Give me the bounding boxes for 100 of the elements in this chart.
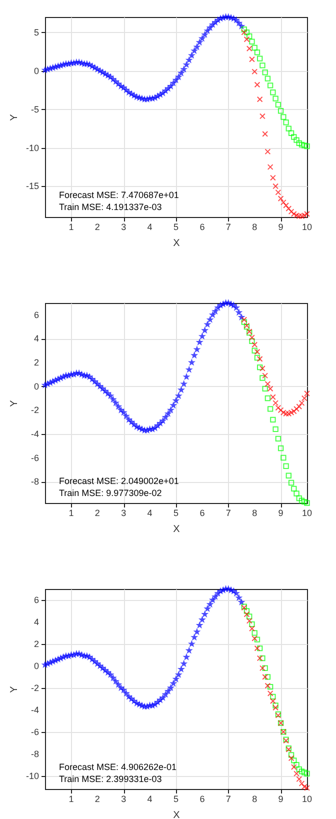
point	[286, 126, 292, 132]
x-tick-label: 7	[226, 508, 231, 518]
x-tick-label: 1	[68, 222, 74, 232]
point	[286, 472, 292, 478]
point	[260, 665, 266, 672]
point	[298, 768, 305, 774]
point	[267, 164, 274, 170]
y-tick-label: 2	[34, 638, 39, 649]
y-tick-label: -4	[30, 704, 39, 715]
y-tick-label: 0	[34, 381, 39, 392]
x-tick-label: 4	[147, 222, 152, 232]
point	[256, 364, 263, 370]
point	[288, 208, 294, 215]
point	[296, 404, 302, 410]
point	[270, 694, 276, 700]
point	[246, 614, 252, 620]
point	[298, 780, 305, 786]
x-tick-label: 8	[252, 222, 258, 232]
y-tick-label: 6	[34, 594, 39, 605]
point	[304, 143, 310, 150]
point	[260, 113, 266, 120]
y-tick-label: 5	[34, 27, 39, 38]
y-tick-label: -6	[30, 726, 39, 737]
x-tick-label: 8	[252, 508, 258, 518]
annotation: Forecast MSE: 7.470687e+01	[59, 190, 179, 200]
point	[275, 189, 282, 196]
point	[302, 770, 308, 776]
point	[256, 96, 263, 102]
point	[270, 90, 276, 96]
point	[252, 342, 258, 348]
y-tick-label: -2	[30, 405, 39, 416]
point	[254, 645, 260, 652]
point	[296, 776, 302, 782]
point	[283, 463, 289, 469]
point	[302, 142, 308, 148]
x-tick-label: 10	[302, 794, 312, 804]
point	[244, 30, 250, 36]
point	[254, 348, 260, 355]
y-tick-label: -15	[26, 181, 39, 192]
point	[283, 120, 289, 126]
point	[272, 704, 279, 711]
point	[260, 655, 266, 662]
point	[298, 400, 305, 406]
point	[264, 682, 271, 689]
point	[249, 38, 255, 44]
x-tick-label: 9	[278, 508, 284, 518]
point	[270, 174, 276, 181]
point	[291, 134, 297, 140]
x-tick-label: 3	[121, 222, 126, 232]
x-tick-label: 6	[200, 222, 205, 232]
point	[296, 766, 302, 772]
point	[264, 381, 271, 387]
point	[252, 68, 258, 75]
point	[262, 70, 268, 76]
annotation: Forecast MSE: 4.906262e-01	[59, 762, 177, 772]
point	[278, 445, 284, 452]
x-tick-label: 8	[252, 794, 258, 804]
point	[267, 684, 274, 690]
point	[290, 764, 297, 770]
x-tick-label: 3	[121, 794, 126, 804]
y-axis-title: Y	[9, 114, 20, 121]
y-tick-label: 2	[34, 358, 39, 368]
point	[267, 82, 274, 88]
point	[288, 755, 294, 762]
x-tick-label: 4	[147, 794, 152, 804]
point	[280, 454, 286, 461]
point	[256, 645, 263, 652]
point	[249, 334, 255, 340]
point	[260, 366, 266, 372]
point	[270, 394, 276, 400]
point	[288, 130, 294, 136]
x-tick-label: 9	[278, 794, 284, 804]
point	[260, 375, 266, 381]
point	[254, 636, 260, 642]
point	[256, 655, 263, 662]
y-tick-label: -10	[26, 142, 39, 153]
x-tick-label: 4	[147, 508, 152, 518]
y-tick-label: 4	[34, 334, 39, 344]
y-tick-label: 6	[34, 310, 39, 320]
point	[275, 436, 282, 442]
point	[246, 46, 252, 52]
point	[294, 406, 300, 412]
point	[267, 690, 274, 696]
point	[304, 390, 310, 396]
x-tick-label: 2	[94, 222, 100, 232]
x-tick-label: 7	[226, 222, 231, 232]
point	[262, 130, 268, 137]
x-tick-label: 5	[173, 508, 179, 518]
annotation: Train MSE: 2.399331e-03	[59, 774, 162, 784]
x-tick-label: 10	[302, 508, 312, 518]
y-tick-label: 0	[34, 66, 39, 76]
point	[262, 386, 268, 392]
annotation: Train MSE: 4.191337e-03	[59, 202, 162, 212]
point	[304, 784, 310, 791]
point	[294, 770, 300, 777]
point	[241, 319, 247, 325]
point	[280, 199, 286, 206]
point	[264, 76, 271, 82]
point	[256, 356, 263, 362]
annotation: Forecast MSE: 2.049002e+01	[59, 476, 179, 486]
